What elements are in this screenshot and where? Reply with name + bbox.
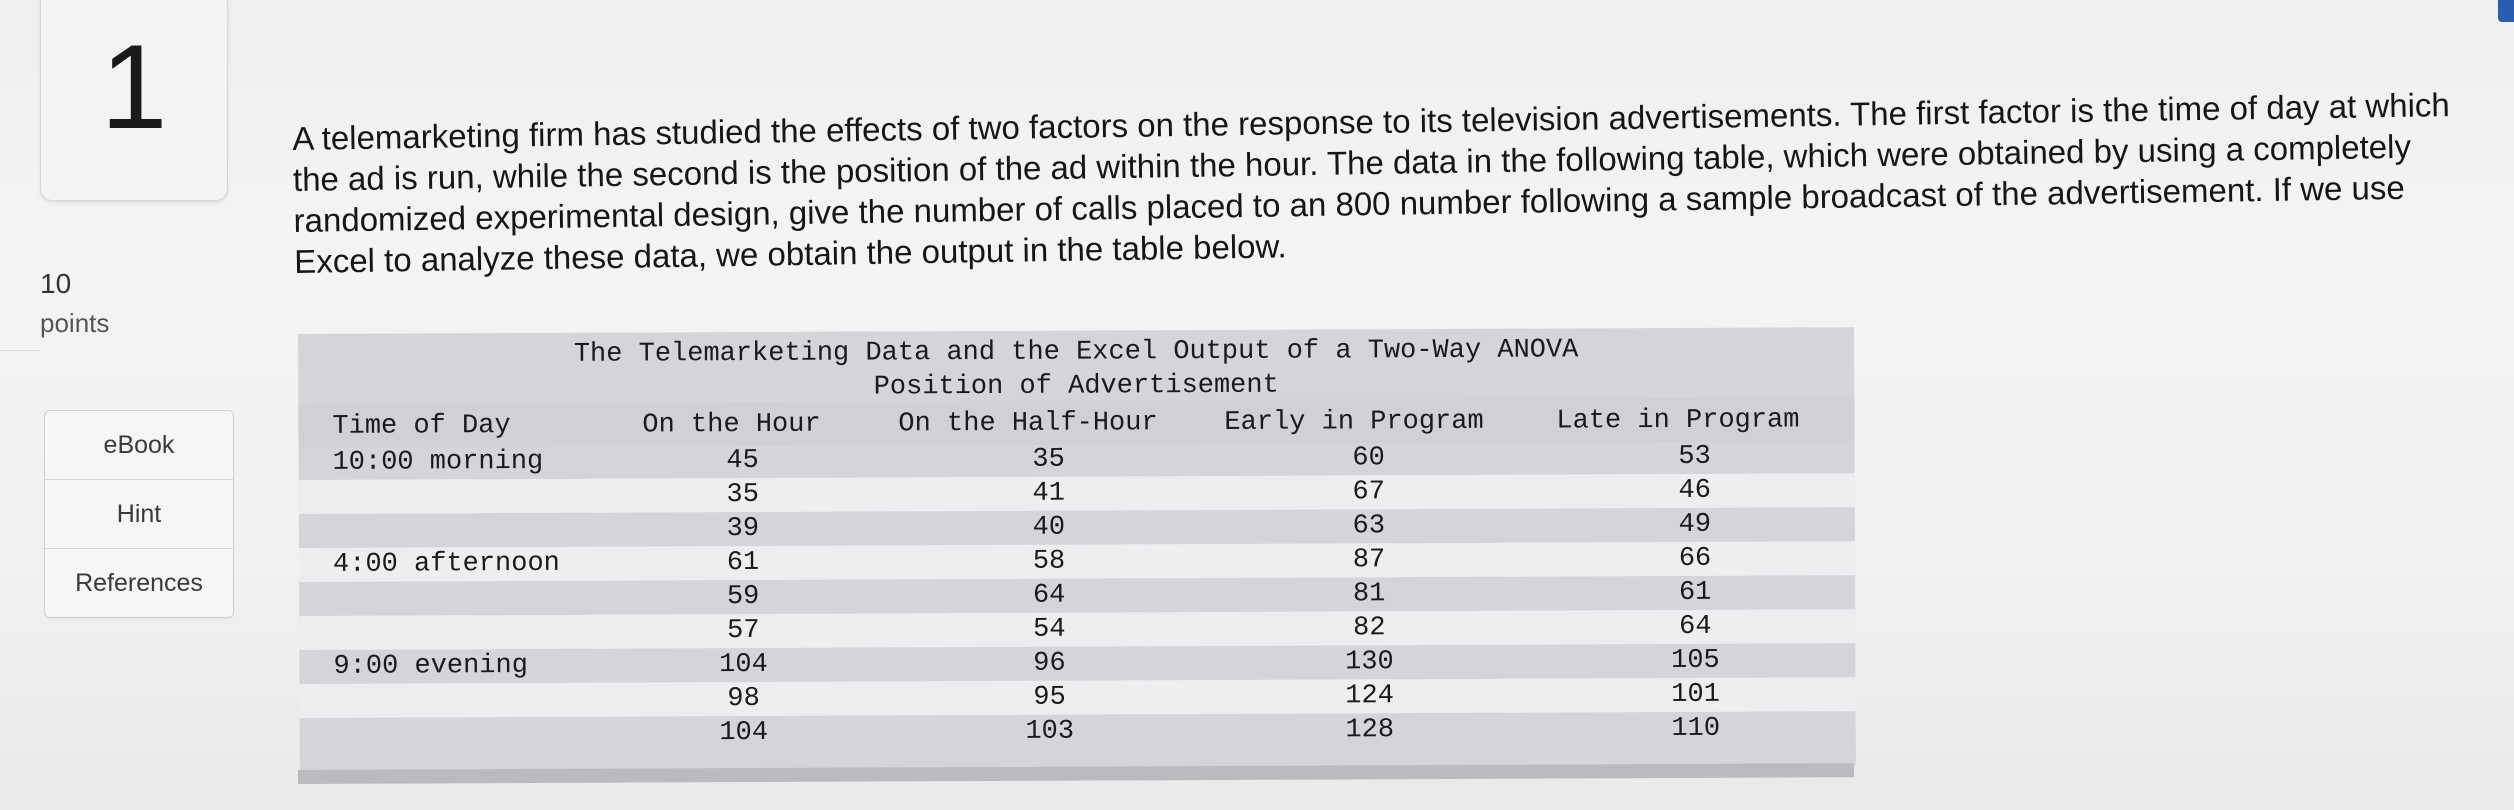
table-cell: 87 bbox=[1352, 545, 1386, 576]
table-title: The Telemarketing Data and the Excel Out… bbox=[573, 335, 1579, 370]
row-time-label: 9:00 evening bbox=[333, 651, 528, 682]
table-cell: 40 bbox=[1032, 512, 1066, 543]
points-label: points bbox=[40, 308, 110, 338]
table-cell: 124 bbox=[1345, 681, 1394, 712]
question-text: A telemarketing firm has studied the eff… bbox=[292, 86, 2451, 280]
table-cell: 66 bbox=[1678, 543, 1712, 574]
table-cell: 67 bbox=[1352, 477, 1385, 508]
table-cell: 110 bbox=[1671, 713, 1721, 745]
table-cell: 130 bbox=[1345, 647, 1394, 678]
header-late-in-program: Late in Program bbox=[1556, 405, 1800, 437]
header-early-in-program: Early in Program bbox=[1224, 406, 1484, 438]
table-cell: 61 bbox=[726, 547, 760, 579]
table-cell: 64 bbox=[1032, 580, 1066, 611]
table-cell: 54 bbox=[1033, 614, 1066, 645]
table-cell: 82 bbox=[1353, 613, 1386, 644]
table-cell: 60 bbox=[1352, 443, 1385, 474]
table-cell: 39 bbox=[726, 513, 760, 545]
question-number: 1 bbox=[100, 20, 168, 154]
table-cell: 45 bbox=[726, 445, 759, 477]
telemarketing-data-table: The Telemarketing Data and the Excel Out… bbox=[298, 327, 1856, 772]
table-cell: 41 bbox=[1032, 478, 1065, 509]
corner-indicator bbox=[2498, 0, 2514, 22]
sidebar-divider bbox=[0, 350, 40, 351]
table-cell: 104 bbox=[719, 717, 769, 749]
header-on-the-half-hour: On the Half-Hour bbox=[898, 408, 1158, 440]
table-cell: 35 bbox=[726, 479, 759, 511]
table-cell: 103 bbox=[1025, 716, 1075, 747]
table-cell: 98 bbox=[727, 683, 760, 715]
hint-button[interactable]: Hint bbox=[45, 480, 233, 549]
header-on-the-hour: On the Hour bbox=[642, 409, 821, 441]
header-time-of-day: Time of Day bbox=[332, 411, 511, 442]
resources-panel: eBook Hint References bbox=[44, 410, 234, 618]
table-cell: 95 bbox=[1033, 682, 1066, 713]
table-cell: 46 bbox=[1678, 475, 1711, 506]
row-time-label: 10:00 morning bbox=[332, 446, 544, 478]
points-value: 10 bbox=[40, 268, 72, 299]
table-cell: 63 bbox=[1352, 511, 1386, 542]
table-cell: 105 bbox=[1671, 645, 1720, 677]
table-cell: 49 bbox=[1678, 509, 1712, 540]
table-cell: 61 bbox=[1678, 577, 1712, 608]
table-cell: 104 bbox=[719, 649, 768, 681]
table-cell: 58 bbox=[1032, 546, 1066, 577]
table-cell: 128 bbox=[1345, 715, 1395, 746]
table-cell: 59 bbox=[726, 581, 760, 613]
table-cell: 101 bbox=[1671, 679, 1720, 711]
table-cell: 57 bbox=[727, 615, 760, 647]
references-button[interactable]: References bbox=[75, 569, 203, 597]
table-cell: 96 bbox=[1033, 648, 1066, 679]
table-cell: 64 bbox=[1679, 611, 1712, 642]
ebook-button[interactable]: eBook bbox=[45, 411, 233, 480]
question-number-card: 1 bbox=[40, 0, 228, 201]
row-time-label: 4:00 afternoon bbox=[332, 548, 560, 580]
table-cell: 81 bbox=[1352, 579, 1386, 610]
table-cell: 35 bbox=[1032, 444, 1065, 475]
table-cell: 53 bbox=[1678, 441, 1711, 472]
